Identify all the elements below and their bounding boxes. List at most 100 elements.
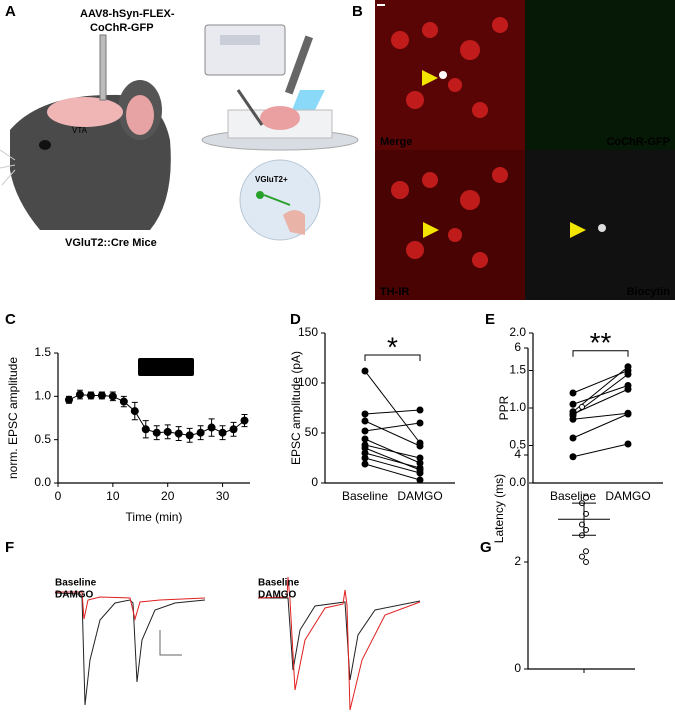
y-tick-label: 4 bbox=[514, 447, 521, 461]
pair-line bbox=[364, 457, 421, 474]
y-axis-label: norm. EPSC amplitude bbox=[6, 357, 20, 479]
x-tick-label: 0 bbox=[55, 489, 62, 503]
point bbox=[624, 363, 632, 371]
point bbox=[416, 459, 424, 467]
pair-line bbox=[572, 443, 629, 458]
significance-bracket bbox=[572, 350, 629, 357]
y-tick-label: 0.0 bbox=[509, 475, 526, 489]
y-tick-label: 150 bbox=[298, 325, 318, 339]
point bbox=[569, 389, 577, 397]
point bbox=[361, 410, 369, 418]
annotation-box bbox=[138, 358, 194, 376]
pair-line bbox=[364, 447, 421, 471]
point bbox=[583, 494, 589, 501]
point bbox=[416, 469, 424, 477]
point bbox=[218, 428, 227, 437]
y-axis-label: EPSC amplitude (pA) bbox=[289, 351, 303, 465]
x-tick-label: 30 bbox=[216, 489, 230, 503]
point bbox=[229, 425, 238, 434]
legend-label: DAMGO bbox=[258, 590, 297, 601]
y-tick-label: 6 bbox=[514, 340, 521, 354]
point bbox=[130, 407, 139, 416]
point bbox=[185, 431, 194, 440]
x-tick-label: Baseline bbox=[342, 489, 388, 503]
rig-illustration bbox=[201, 24, 359, 241]
mouse-label: VGluT2::Cre Mice bbox=[65, 237, 157, 249]
pair-line bbox=[572, 388, 629, 415]
y-tick-label: 2.0 bbox=[509, 325, 526, 339]
point bbox=[569, 400, 577, 408]
point bbox=[579, 403, 585, 410]
point bbox=[163, 427, 172, 436]
y-tick-label: 100 bbox=[298, 375, 318, 389]
point bbox=[152, 428, 161, 437]
point bbox=[75, 390, 84, 399]
image-label: Merge bbox=[380, 136, 412, 148]
y-tick-label: 50 bbox=[305, 425, 319, 439]
point bbox=[416, 406, 424, 414]
x-tick-label: 10 bbox=[106, 489, 120, 503]
pair-line bbox=[364, 444, 421, 459]
point bbox=[569, 415, 577, 423]
point bbox=[64, 395, 73, 404]
point bbox=[361, 367, 369, 375]
y-tick-label: 0 bbox=[311, 475, 318, 489]
point bbox=[569, 453, 577, 461]
point bbox=[583, 548, 589, 555]
legend-label: DAMGO bbox=[55, 590, 94, 601]
point bbox=[119, 397, 128, 406]
x-tick-label: 20 bbox=[161, 489, 175, 503]
x-axis-label: Time (min) bbox=[126, 510, 183, 524]
point bbox=[569, 434, 577, 442]
point bbox=[361, 454, 369, 462]
point bbox=[97, 391, 106, 400]
image-label: Biocytin bbox=[627, 286, 671, 298]
y-tick-label: 2 bbox=[514, 554, 521, 568]
point bbox=[583, 559, 589, 565]
image-label: CoChR-GFP bbox=[606, 136, 670, 148]
y-tick-label: 1.0 bbox=[34, 389, 51, 403]
panel-label: F bbox=[5, 539, 14, 556]
y-tick-label: 0.0 bbox=[34, 475, 51, 489]
pair-line bbox=[364, 422, 421, 432]
panel-label: G bbox=[480, 539, 492, 556]
point bbox=[240, 416, 249, 425]
point bbox=[361, 449, 369, 457]
point bbox=[86, 391, 95, 400]
point bbox=[141, 425, 150, 434]
point bbox=[361, 444, 369, 452]
significance: ** bbox=[590, 327, 612, 358]
y-tick-label: 1.0 bbox=[509, 400, 526, 414]
virus-label: CoChR-GFP bbox=[90, 22, 154, 34]
y-axis-label: Latency (ms) bbox=[492, 474, 506, 543]
point bbox=[624, 440, 632, 448]
image-label: TH-IR bbox=[380, 286, 409, 298]
pair-line bbox=[572, 413, 629, 439]
pair-line bbox=[364, 463, 421, 481]
point bbox=[196, 428, 205, 437]
point bbox=[416, 464, 424, 472]
point bbox=[416, 442, 424, 450]
pair-line bbox=[364, 409, 421, 415]
panel-label: D bbox=[290, 311, 301, 328]
virus-label: AAV8-hSyn-FLEX- bbox=[80, 8, 175, 20]
point bbox=[361, 460, 369, 468]
panel-label: E bbox=[485, 311, 495, 328]
pair-line bbox=[364, 370, 421, 444]
x-tick-label: DAMGO bbox=[605, 489, 650, 503]
legend-label: Baseline bbox=[258, 578, 300, 589]
x-tick-label: Baseline bbox=[550, 489, 596, 503]
pair-line bbox=[572, 412, 629, 420]
mouse-illustration bbox=[0, 34, 171, 230]
significance: * bbox=[387, 331, 398, 362]
error-bar bbox=[572, 502, 596, 536]
micrographs bbox=[375, 0, 675, 300]
panel-label: A bbox=[5, 3, 16, 20]
significance-bracket bbox=[364, 354, 421, 361]
panel-label: C bbox=[5, 311, 16, 328]
cell-label: VGluT2+ bbox=[255, 175, 288, 184]
y-tick-label: 1.5 bbox=[34, 345, 51, 359]
point bbox=[108, 392, 117, 401]
pair-line bbox=[364, 452, 421, 469]
